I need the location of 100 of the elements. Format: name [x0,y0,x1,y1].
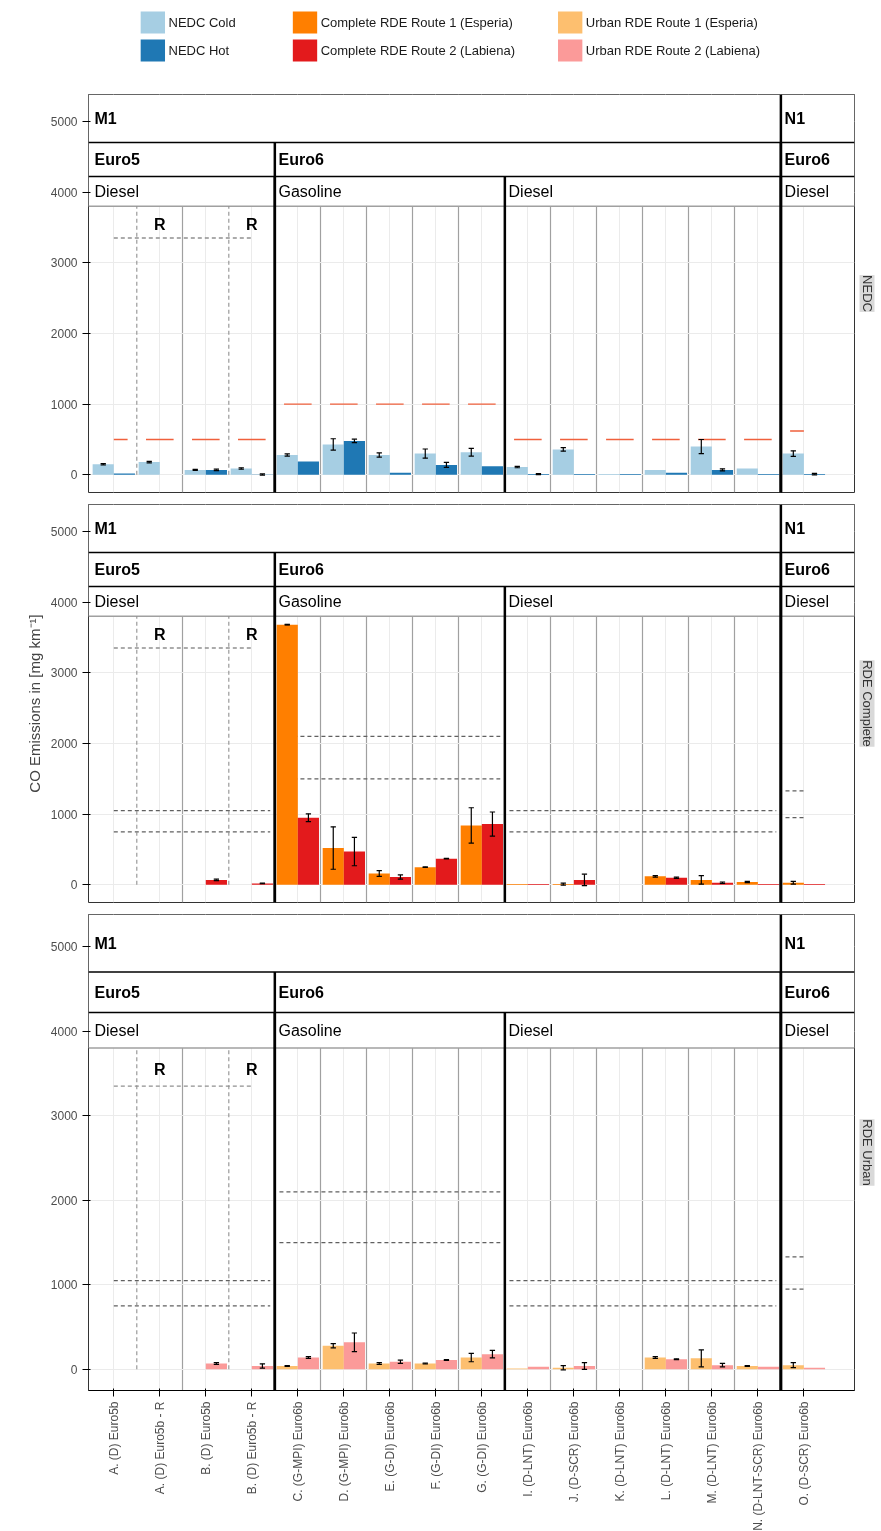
ref-line-label: R [246,625,259,643]
annotation: N1 [784,520,806,538]
annotation: Gasoline [278,182,342,200]
y-tick-label: 3000 [50,666,78,681]
x-tick-label: F. (G-DI) Euro6b [428,1401,443,1490]
y-tick-label: 5000 [50,524,78,539]
annotation: Diesel [784,1021,830,1039]
x-tick-label: G. (G-DI) Euro6b [474,1401,489,1493]
annotation: Euro5 [94,983,140,1001]
annotation: Euro6 [278,151,324,169]
bar [389,472,411,475]
bar [205,879,227,885]
legend-label: Complete RDE Route 2 (Labiena) [320,43,516,58]
bar [736,882,758,885]
x-tick-label: N. (D-LNT-SCR) Euro6b [750,1401,765,1531]
y-tick-label: 4000 [50,1024,78,1039]
x-tick-label: M. (D-LNT) Euro6b [704,1401,719,1504]
ref-line-label: R [154,1061,167,1078]
annotation: Gasoline [278,592,342,610]
bar [690,446,712,475]
legend-label: NEDC Hot [168,43,230,58]
bar [322,444,344,475]
text: RDE Urban [859,1119,875,1186]
bar [644,876,666,885]
bar [368,455,390,475]
annotation: Euro6 [278,561,324,579]
bar [460,825,482,885]
bar [665,877,688,885]
bar [665,472,688,475]
annotation: N1 [784,110,806,128]
legend-label: Complete RDE Route 1 (Esperia) [320,15,513,30]
x-tick-label: J. (D-SCR) Euro6b [566,1401,581,1503]
bar [297,461,319,475]
y-tick-label: 3000 [50,1109,78,1124]
annotation: Diesel [508,182,553,200]
ref-line-label: R [154,215,167,233]
legend-label: Urban RDE Route 2 (Labiena) [585,43,760,58]
annotation: Euro6 [784,561,831,579]
bar [368,873,390,885]
y-tick-label: 2000 [50,326,78,341]
bar [205,469,227,475]
bar [184,469,206,475]
annotation: M1 [94,520,117,538]
annotation: Diesel [508,592,553,610]
bar [481,466,504,475]
bar [435,464,458,475]
y-tick-label: 5000 [50,940,78,955]
bar [276,624,298,885]
bar [506,467,528,475]
annotation: Diesel [784,182,830,200]
ref-line-label: R [246,215,259,233]
bar [552,449,574,475]
y-tick-label: 4000 [50,185,78,200]
y-tick-label: 2000 [50,736,78,751]
bar [343,440,365,475]
y-tick-label: 4000 [50,595,78,610]
y-tick-label: 0 [70,878,78,893]
y-tick-label: 5000 [50,114,78,129]
bar [297,817,319,885]
bar [736,468,758,475]
annotation: Euro6 [278,983,324,1001]
annotation: Euro6 [784,151,831,169]
bar [414,453,436,475]
legend-label: Urban RDE Route 1 (Esperia) [585,15,758,30]
ref-line-label: R [246,1061,259,1078]
bar [573,879,596,885]
y-axis-title: CO Emissions in [mg km⁻¹] [25,614,43,793]
bar [414,867,436,885]
x-tick-label: C. (G-MPI) Euro6b [290,1401,305,1502]
y-tick-label: 1000 [50,397,78,412]
y-tick-label: 1000 [50,807,78,822]
x-tick-label: D. (G-MPI) Euro6b [336,1401,351,1502]
y-tick-label: 3000 [50,256,78,271]
x-tick-label: O. (D-SCR) Euro6b [796,1401,811,1506]
text: NEDC [859,275,875,312]
annotation: Diesel [784,592,830,610]
bar [389,877,411,885]
text: RDE Complete [859,660,875,747]
annotation: Diesel [508,1021,553,1039]
bar [276,455,298,475]
y-tick-label: 0 [70,468,78,483]
x-tick-label: E. (G-DI) Euro6b [382,1401,397,1492]
annotation: Diesel [94,592,139,610]
bar [481,824,504,885]
ref-line-label: R [154,625,167,643]
x-tick-label: B. (D) Euro5b [198,1401,213,1475]
y-tick-label: 2000 [50,1193,78,1208]
bar [138,462,160,475]
bar [92,464,114,475]
annotation: Euro5 [94,561,140,579]
annotation: M1 [94,110,117,128]
x-tick-label: A. (D) Euro5b - R [152,1401,167,1495]
y-tick-label: 0 [70,1362,78,1377]
annotation: Euro6 [784,983,831,1001]
bar [230,468,252,475]
x-tick-label: I. (D-LNT) Euro6b [520,1401,535,1497]
bar [460,452,482,475]
annotation: M1 [94,934,117,952]
bar [782,453,804,475]
bar [435,858,458,885]
